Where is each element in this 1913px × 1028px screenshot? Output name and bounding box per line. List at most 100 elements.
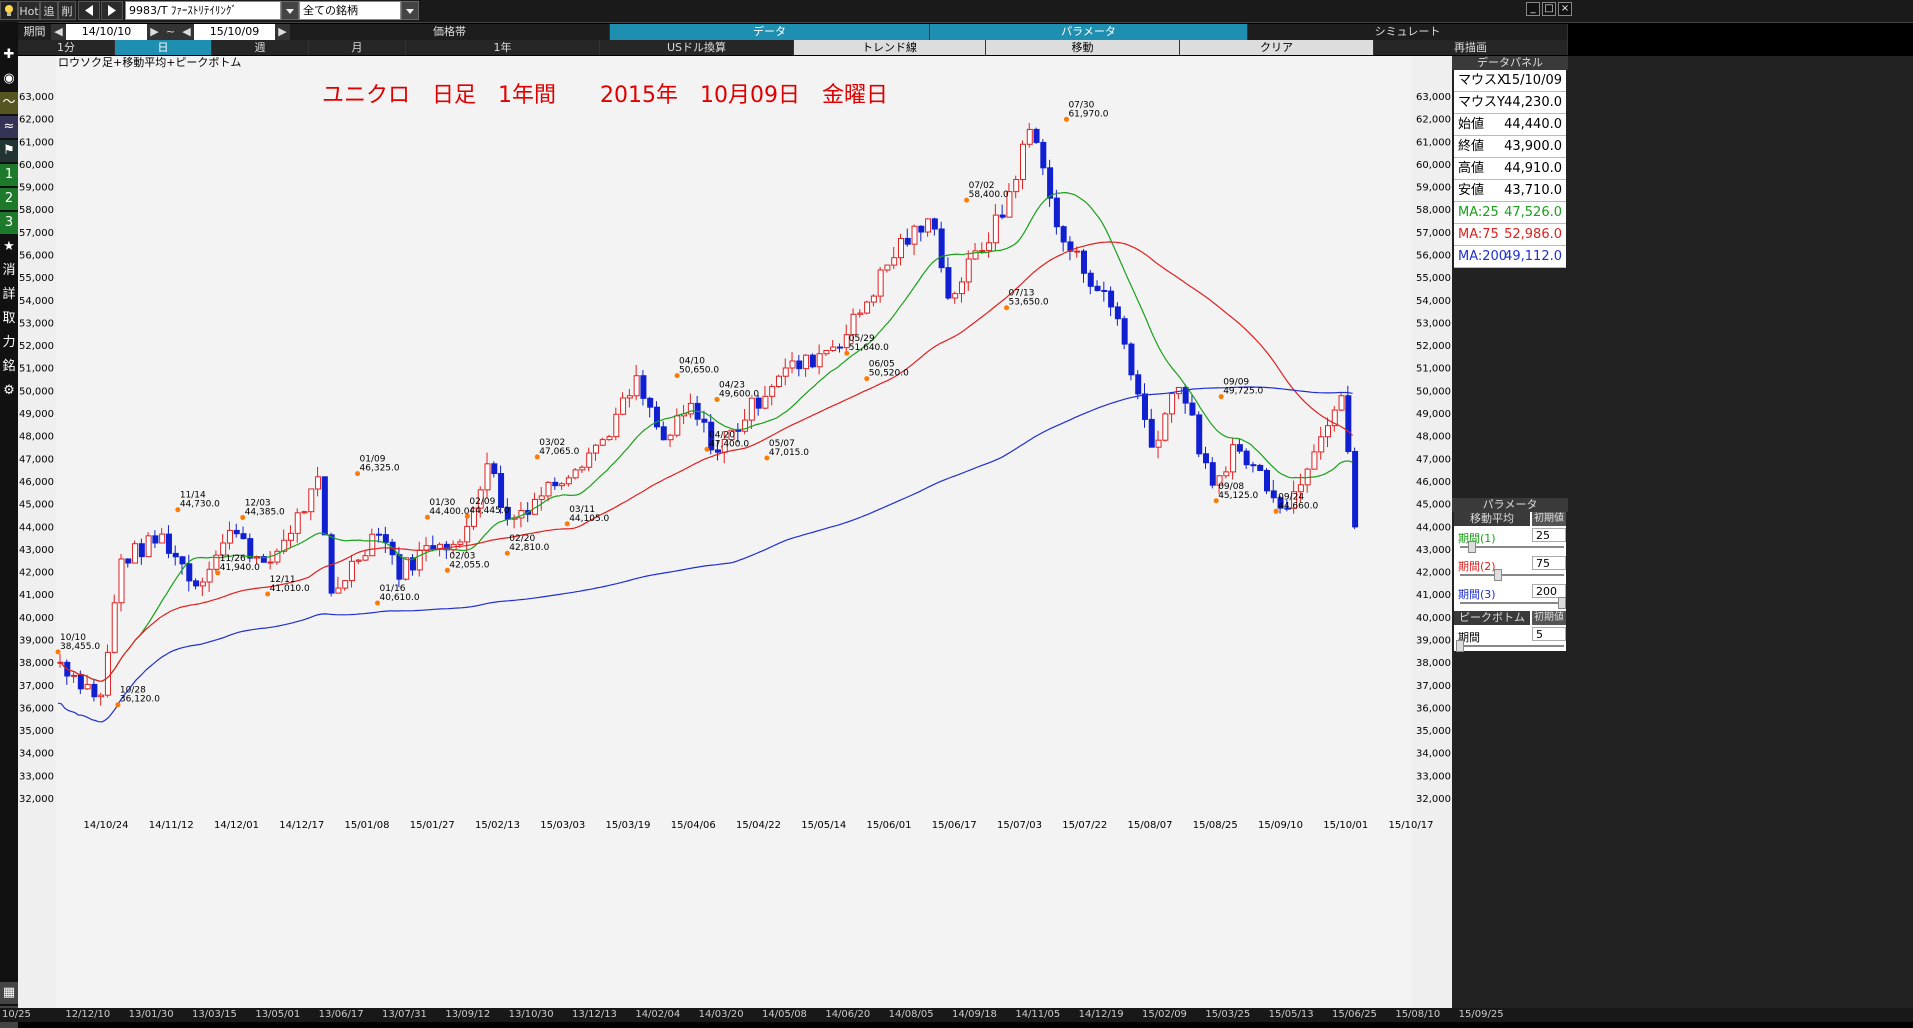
ma1-slider-thumb[interactable] [1468,541,1476,553]
candle-body [640,375,647,399]
ma2-slider[interactable] [1460,574,1564,576]
pb-slider-thumb[interactable] [1456,640,1464,652]
add-button[interactable]: 追 [40,1,58,20]
star-icon[interactable]: ★ [3,239,15,254]
chart-area[interactable]: 10/10 38,455.0 10/28 36,120.0 11/14 44,730.0 1… [18,55,1452,1008]
tab-data[interactable]: データ [610,24,930,40]
range-1year[interactable]: 1年 [406,40,600,55]
candle-body [904,237,911,245]
candle-body [565,477,572,485]
bottom-date-label: 10/25 [2,1009,31,1020]
candle-body [1013,179,1020,193]
data-panel-value: 15/10/09 [1503,73,1562,88]
bottom-date-strip[interactable] [0,1008,1913,1022]
pb-reset-button[interactable]: 初期値 [1532,611,1566,625]
chart-mini-icon-1[interactable]: ▦ [0,982,18,1004]
ma2-label: 期間(2) [1458,560,1496,573]
tf-1min[interactable]: 1分 [18,40,115,55]
candle-body [599,439,606,446]
prev-arrow-icon[interactable] [78,1,100,20]
close-icon[interactable]: × [1558,2,1572,16]
y-tick-right: 56,000 [1416,251,1451,262]
gear-icon[interactable]: ⚙ [3,383,15,398]
universe-dropdown-icon[interactable] [401,1,419,20]
peak-marker [1273,508,1279,514]
ma-line-75 [57,241,1354,682]
move-button[interactable]: 移動 [986,40,1180,55]
y-tick-left: 57,000 [19,228,54,239]
peak-marker [844,350,850,356]
ma2-slider-thumb[interactable] [1494,569,1502,581]
clear-button[interactable]: クリア [1180,40,1374,55]
universe-select[interactable]: 全ての銘柄 [299,1,401,20]
left-toolbar: ✚ ◉ 〜 ≈ ⚑ 1 2 3 ★ 消 詳 取 力 銘 ⚙ ▦ ▤ [0,22,18,1028]
candle-body [626,395,633,399]
y-tick-left: 61,000 [19,137,54,148]
candle-body [1263,469,1270,492]
crosshair-icon[interactable]: ✚ [3,47,15,62]
candle-body [572,469,579,479]
candle-body [945,267,952,299]
ma3-input[interactable]: 200 [1532,584,1566,598]
delete-button[interactable]: 削 [58,1,76,20]
minimize-icon[interactable]: _ [1526,2,1540,16]
peak-date: 11/26 [220,554,246,564]
candle-body [226,529,233,544]
peak-marker [55,649,61,655]
candle-body [308,488,315,513]
symbol-button[interactable]: 銘 [2,359,16,374]
ma2-input[interactable]: 75 [1532,556,1566,570]
pb-period-input[interactable]: 5 [1532,627,1566,641]
next-arrow-icon[interactable] [101,1,123,20]
ma1-slider[interactable] [1460,546,1564,548]
ma3-slider[interactable] [1460,602,1564,604]
slot-1-button[interactable]: 1 [0,164,18,186]
input-button[interactable]: 力 [2,335,16,350]
tf-month[interactable]: 月 [309,40,406,55]
date-from-prev-icon[interactable]: ◀ [52,24,66,40]
candle-body [830,346,837,351]
peak-date: 07/30 [1068,100,1094,110]
peak-value: 44,445.0 [469,506,509,516]
candle-body [294,512,301,534]
slot-2-button[interactable]: 2 [0,188,18,210]
hot-button[interactable]: Hot [18,1,40,20]
symbol-input[interactable]: 9983/T ﾌｧｰｽﾄﾘﾃｲﾘﾝｸﾞ [125,1,281,20]
ma1-input[interactable]: 25 [1532,528,1566,542]
tab-price-band[interactable]: 価格帯 [290,24,610,40]
x-tick: 15/04/22 [736,820,781,831]
x-tick: 15/07/22 [1062,820,1107,831]
date-to-input[interactable]: 15/10/09 [194,24,276,40]
redraw-button[interactable]: 再描画 [1374,40,1568,55]
date-to-prev-icon[interactable]: ◀ [180,24,194,40]
bulb-icon[interactable] [0,1,18,20]
peak-marker [504,550,510,556]
flag-icon[interactable]: ⚑ [0,140,18,162]
ma3-slider-thumb[interactable] [1558,597,1566,609]
tf-day[interactable]: 日 [115,40,212,55]
symbol-dropdown-icon[interactable] [281,1,299,20]
wave-tool-icon[interactable]: ≈ [0,116,18,138]
usd-convert-button[interactable]: USドル換算 [600,40,794,55]
trendline-button[interactable]: トレンド線 [794,40,986,55]
candle-body [1094,285,1101,291]
detail-button[interactable]: 詳 [2,287,16,302]
tab-simulate[interactable]: シミュレート [1248,24,1568,40]
line-tool-icon[interactable]: 〜 [0,92,18,114]
tab-parameters[interactable]: パラメータ [930,24,1248,40]
camera-icon[interactable]: ◉ [3,71,15,86]
pb-slider[interactable] [1460,645,1564,647]
date-from-next-icon[interactable]: ▶ [148,24,162,40]
date-to-next-icon[interactable]: ▶ [276,24,290,40]
data-panel-label: 高値 [1458,161,1485,176]
y-tick-left: 49,000 [19,409,54,420]
date-from-input[interactable]: 14/10/10 [66,24,148,40]
tf-week[interactable]: 週 [212,40,309,55]
candle-body [1087,272,1094,287]
slot-3-button[interactable]: 3 [0,212,18,234]
ma-reset-button[interactable]: 初期値 [1532,512,1566,526]
fetch-button[interactable]: 取 [2,311,16,326]
maximize-icon[interactable]: □ [1542,2,1556,16]
erase-button[interactable]: 消 [2,263,16,278]
